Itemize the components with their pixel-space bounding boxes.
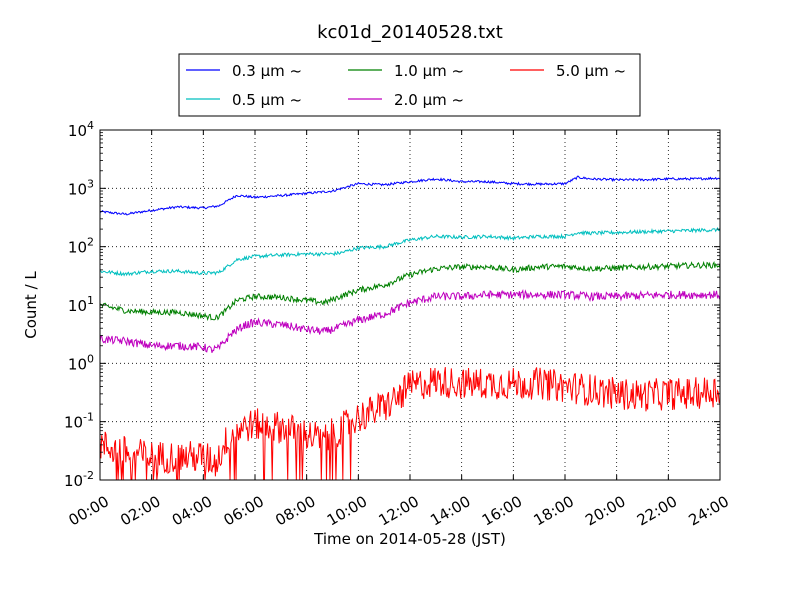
y-tick-label: 10-2 — [64, 469, 94, 490]
axis-ticks: 00:00 02:00 04:00 06:00 08:00 10:00 12:00 14:00… — [64, 119, 732, 529]
legend: 0.3 μm ~ 0.5 μm ~ 1.0 μm ~ 2.0 μm ~ 5.0 μm ~ — [178, 53, 641, 117]
series-line-2 — [99, 260, 721, 322]
series-line-4 — [99, 367, 721, 481]
legend-label-0: 0.3 μm ~ — [232, 62, 302, 80]
legend-label-4: 5.0 μm ~ — [556, 62, 626, 80]
y-tick-label: 101 — [68, 294, 94, 315]
legend-label-2: 1.0 μm ~ — [394, 62, 464, 80]
series-lines — [99, 175, 721, 481]
grid — [100, 130, 720, 480]
series-line-0 — [99, 175, 721, 216]
y-axis-label: Count / L — [22, 271, 40, 339]
y-tick-label: 104 — [68, 119, 94, 140]
y-tick-label: 10-1 — [64, 411, 94, 432]
legend-label-3: 2.0 μm ~ — [394, 91, 464, 109]
series-line-1 — [99, 226, 721, 277]
legend-label-1: 0.5 μm ~ — [232, 91, 302, 109]
chart-title: kc01d_20140528.txt — [317, 22, 503, 43]
y-tick-label: 100 — [68, 352, 94, 373]
y-tick-label: 103 — [68, 177, 94, 198]
legend-box — [178, 53, 641, 117]
x-axis-label: Time on 2014-05-28 (JST) — [313, 530, 506, 548]
series-line-3 — [99, 289, 721, 353]
y-tick-label: 102 — [68, 236, 94, 257]
